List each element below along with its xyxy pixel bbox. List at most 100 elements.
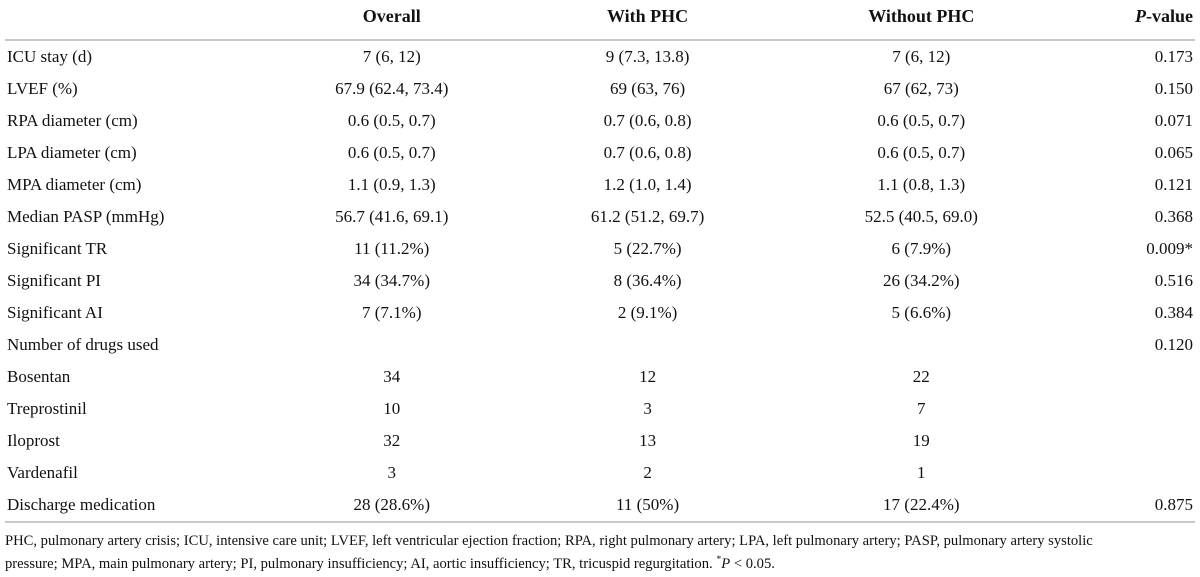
column-header-without-phc: Without PHC xyxy=(778,0,1065,41)
row-label-cell: Vardenafil xyxy=(7,463,78,482)
with-phc-cell: 2 (9.1%) xyxy=(617,303,678,322)
table-row: Median PASP (mmHg) 56.7 (41.6, 69.1) 61.… xyxy=(5,201,1195,233)
significance-threshold: < 0.05. xyxy=(730,556,775,572)
p-value-cell: 0.384 xyxy=(1154,303,1193,322)
table-body: ICU stay (d) 7 (6, 12) 9 (7.3, 13.8) 7 (… xyxy=(5,40,1195,521)
with-phc-cell: 12 xyxy=(639,367,657,386)
p-value-cell xyxy=(1064,425,1195,457)
without-phc-cell: 6 (7.9%) xyxy=(891,239,952,258)
with-phc-cell: 0.7 (0.6, 0.8) xyxy=(603,143,692,162)
without-phc-cell: 7 (6, 12) xyxy=(892,47,951,66)
without-phc-cell: 7 xyxy=(917,399,926,418)
without-phc-cell: 26 (34.2%) xyxy=(883,271,960,290)
without-phc-cell xyxy=(778,329,1064,361)
row-label-cell: Treprostinil xyxy=(7,399,87,418)
overall-cell: 1.1 (0.9, 1.3) xyxy=(347,175,436,194)
p-value-cell: 0.875 xyxy=(1154,495,1193,514)
overall-cell: 28 (28.6%) xyxy=(353,495,430,514)
column-header-with-phc: With PHC xyxy=(516,0,779,41)
with-phc-cell: 3 xyxy=(643,399,652,418)
p-value-cell: 0.516 xyxy=(1154,271,1193,290)
without-phc-cell: 17 (22.4%) xyxy=(883,495,960,514)
table-row: Vardenafil 3 2 1 xyxy=(5,457,1195,489)
table-row: RPA diameter (cm) 0.6 (0.5, 0.7) 0.7 (0.… xyxy=(5,105,1195,137)
with-phc-cell: 2 xyxy=(643,463,652,482)
p-value-cell xyxy=(1064,361,1195,393)
p-value-cell xyxy=(1064,457,1195,489)
overall-cell: 10 xyxy=(383,399,401,418)
with-phc-cell: 9 (7.3, 13.8) xyxy=(605,47,690,66)
with-phc-cell: 13 xyxy=(639,431,657,450)
row-label-cell: ICU stay (d) xyxy=(7,47,92,66)
without-phc-cell: 22 xyxy=(912,367,930,386)
with-phc-cell: 61.2 (51.2, 69.7) xyxy=(590,207,705,226)
row-label-cell: Median PASP (mmHg) xyxy=(7,207,165,226)
p-value-cell: 0.368 xyxy=(1154,207,1193,226)
overall-cell: 0.6 (0.5, 0.7) xyxy=(347,143,436,162)
row-label-cell: Significant TR xyxy=(7,239,108,258)
p-value-cell: 0.009* xyxy=(1146,239,1193,258)
footnote-line-2: pressure; MPA, main pulmonary artery; PI… xyxy=(5,553,1195,576)
significance-p: P xyxy=(721,556,731,572)
footnote-line-1: PHC, pulmonary artery crisis; ICU, inten… xyxy=(5,533,1093,549)
with-phc-cell: 11 (50%) xyxy=(616,495,680,514)
row-label-cell: Significant PI xyxy=(7,271,101,290)
row-label-cell: RPA diameter (cm) xyxy=(7,111,138,130)
without-phc-cell: 0.6 (0.5, 0.7) xyxy=(877,143,966,162)
table-row: Number of drugs used 0.120 xyxy=(5,329,1195,361)
p-value-cell: 0.120 xyxy=(1154,335,1193,354)
with-phc-cell: 0.7 (0.6, 0.8) xyxy=(603,111,692,130)
p-value-cell: 0.065 xyxy=(1154,143,1193,162)
table-row: LPA diameter (cm) 0.6 (0.5, 0.7) 0.7 (0.… xyxy=(5,137,1195,169)
p-value-cell xyxy=(1064,393,1195,425)
without-phc-cell: 1 xyxy=(917,463,926,482)
row-label-cell: Discharge medication xyxy=(7,495,156,514)
p-value-cell: 0.071 xyxy=(1154,111,1193,130)
p-value-italic-p: P xyxy=(1135,6,1146,26)
overall-cell: 34 (34.7%) xyxy=(353,271,430,290)
table-footnote: PHC, pulmonary artery crisis; ICU, inten… xyxy=(5,523,1195,576)
table-row: Significant AI 7 (7.1%) 2 (9.1%) 5 (6.6%… xyxy=(5,297,1195,329)
row-label-cell: Number of drugs used xyxy=(7,335,159,354)
p-value-cell: 0.121 xyxy=(1154,175,1193,194)
without-phc-cell: 19 xyxy=(912,431,930,450)
overall-cell: 7 (7.1%) xyxy=(362,303,422,322)
column-header-blank xyxy=(5,0,267,41)
overall-cell: 56.7 (41.6, 69.1) xyxy=(335,207,449,226)
with-phc-cell: 1.2 (1.0, 1.4) xyxy=(603,175,692,194)
row-label-cell: LPA diameter (cm) xyxy=(7,143,137,162)
with-phc-cell: 8 (36.4%) xyxy=(613,271,682,290)
overall-cell: 34 xyxy=(383,367,401,386)
table-row: MPA diameter (cm) 1.1 (0.9, 1.3) 1.2 (1.… xyxy=(5,169,1195,201)
with-phc-cell: 69 (63, 76) xyxy=(610,79,686,98)
p-value-cell: 0.150 xyxy=(1154,79,1193,98)
without-phc-cell: 52.5 (40.5, 69.0) xyxy=(864,207,978,226)
overall-cell: 32 xyxy=(383,431,401,450)
column-header-p-value: P-value xyxy=(1064,0,1195,41)
overall-cell: 3 xyxy=(387,463,396,482)
statistics-table: Overall With PHC Without PHC P-value ICU… xyxy=(5,0,1195,521)
without-phc-cell: 5 (6.6%) xyxy=(891,303,952,322)
footnote-divider xyxy=(5,521,1195,523)
table-row: Significant PI 34 (34.7%) 8 (36.4%) 26 (… xyxy=(5,265,1195,297)
table-row: Iloprost 32 13 19 xyxy=(5,425,1195,457)
row-label-cell: Iloprost xyxy=(7,431,60,450)
overall-cell: 0.6 (0.5, 0.7) xyxy=(347,111,436,130)
significance-asterisk: * xyxy=(716,554,722,566)
table-row: LVEF (%) 67.9 (62.4, 73.4) 69 (63, 76) 6… xyxy=(5,73,1195,105)
without-phc-cell: 1.1 (0.8, 1.3) xyxy=(877,175,966,194)
with-phc-cell: 5 (22.7%) xyxy=(613,239,682,258)
footnote-abbreviations: pressure; MPA, main pulmonary artery; PI… xyxy=(5,556,717,572)
overall-cell: 11 (11.2%) xyxy=(354,239,430,258)
table-row: Significant TR 11 (11.2%) 5 (22.7%) 6 (7… xyxy=(5,233,1195,265)
without-phc-cell: 67 (62, 73) xyxy=(883,79,959,98)
table-row: Discharge medication 28 (28.6%) 11 (50%)… xyxy=(5,489,1195,521)
header-row: Overall With PHC Without PHC P-value xyxy=(5,0,1195,41)
row-label-cell: Significant AI xyxy=(7,303,103,322)
row-label-cell: MPA diameter (cm) xyxy=(7,175,142,194)
column-header-overall: Overall xyxy=(266,0,517,41)
overall-cell: 67.9 (62.4, 73.4) xyxy=(335,79,449,98)
without-phc-cell: 0.6 (0.5, 0.7) xyxy=(877,111,966,130)
table-row: Treprostinil 10 3 7 xyxy=(5,393,1195,425)
